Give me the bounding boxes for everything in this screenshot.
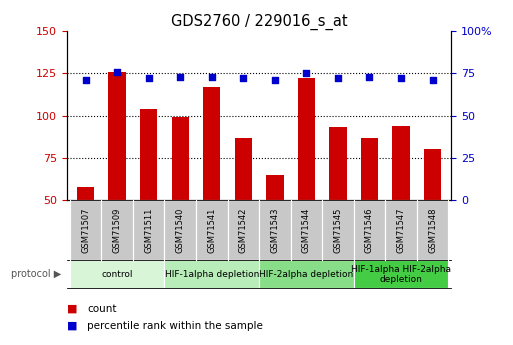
Text: GSM71543: GSM71543 [270,208,280,253]
Bar [392,126,410,200]
Point [365,74,373,79]
Point [239,76,247,81]
Text: ■: ■ [67,304,77,314]
Title: GDS2760 / 229016_s_at: GDS2760 / 229016_s_at [171,13,347,30]
Point [176,74,184,79]
Bar [266,175,284,200]
Bar [203,87,221,200]
Text: GSM71540: GSM71540 [176,208,185,253]
Bar [298,78,315,200]
Bar [424,149,441,200]
Point [302,71,310,76]
Text: GSM71507: GSM71507 [81,208,90,253]
Text: GSM71546: GSM71546 [365,208,374,253]
Bar [77,187,94,200]
Point [334,76,342,81]
Bar [361,138,378,200]
Point [428,77,437,83]
Bar [171,117,189,200]
Text: control: control [102,270,133,279]
Bar [329,127,347,200]
Text: count: count [87,304,117,314]
Point [271,77,279,83]
Point [82,77,90,83]
Point [113,69,121,75]
Text: HIF-1alpha depletion: HIF-1alpha depletion [165,270,259,279]
Point [145,76,153,81]
Text: GSM71544: GSM71544 [302,208,311,253]
Bar [140,109,157,200]
Text: GSM71545: GSM71545 [333,208,342,253]
Bar [234,138,252,200]
Text: percentile rank within the sample: percentile rank within the sample [87,321,263,331]
Bar [108,72,126,200]
Text: GSM71547: GSM71547 [397,208,405,253]
Point [208,74,216,79]
Text: protocol ▶: protocol ▶ [11,269,62,279]
Text: GSM71541: GSM71541 [207,208,216,253]
Text: GSM71509: GSM71509 [113,208,122,253]
Text: GSM71542: GSM71542 [239,208,248,253]
Text: HIF-2alpha depletion: HIF-2alpha depletion [259,270,353,279]
Text: GSM71511: GSM71511 [144,208,153,253]
Text: GSM71548: GSM71548 [428,208,437,253]
Point [397,76,405,81]
Text: ■: ■ [67,321,77,331]
Text: HIF-1alpha HIF-2alpha
depletion: HIF-1alpha HIF-2alpha depletion [351,265,451,284]
